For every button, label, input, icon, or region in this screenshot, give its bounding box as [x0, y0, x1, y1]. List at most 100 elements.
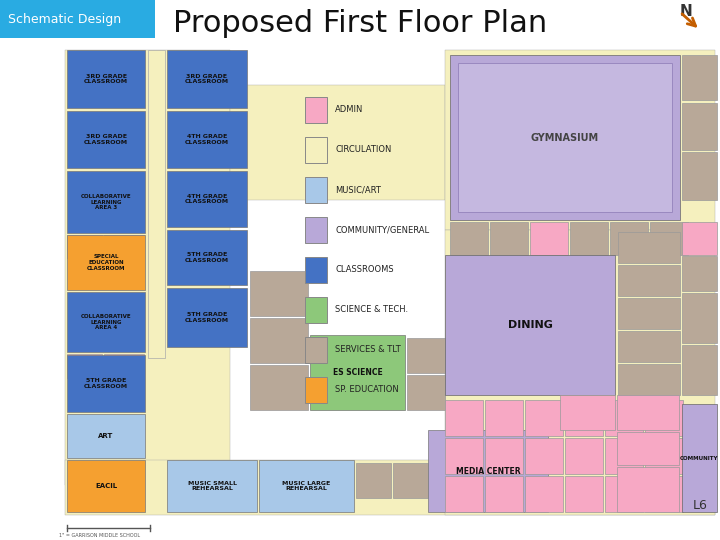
Bar	[530, 222, 568, 255]
Bar	[259, 460, 354, 512]
Bar	[250, 271, 308, 316]
Bar	[310, 335, 405, 410]
Bar	[167, 230, 247, 285]
Bar	[525, 476, 563, 512]
Bar	[305, 377, 327, 403]
Bar	[230, 85, 445, 200]
Bar	[645, 400, 683, 436]
Bar	[565, 476, 603, 512]
Text: MUSIC/ART: MUSIC/ART	[335, 186, 381, 194]
Text: 3RD GRADE
CLASSROOM: 3RD GRADE CLASSROOM	[84, 134, 128, 145]
Bar	[605, 438, 643, 474]
Bar	[148, 50, 165, 358]
Bar	[445, 476, 483, 512]
Bar	[0, 0, 155, 38]
Bar	[485, 438, 523, 474]
Bar	[104, 354, 144, 378]
Bar	[67, 50, 145, 108]
Text: SPECIAL
EDUCATION
CLASSROOM: SPECIAL EDUCATION CLASSROOM	[86, 254, 125, 271]
Text: COMMUNITY/GENERAL: COMMUNITY/GENERAL	[335, 226, 429, 234]
Bar	[450, 55, 680, 220]
Text: DINING: DINING	[508, 320, 552, 330]
Text: MUSIC SMALL
REHEARSAL: MUSIC SMALL REHEARSAL	[187, 481, 236, 491]
Bar	[565, 438, 603, 474]
Bar	[305, 297, 327, 323]
Bar	[618, 331, 680, 362]
Bar	[682, 256, 717, 291]
Text: ES SCIENCE: ES SCIENCE	[333, 368, 382, 377]
Bar	[617, 432, 679, 465]
Text: ADMIN: ADMIN	[335, 105, 364, 114]
Text: 3RD GRADE
CLASSROOM: 3RD GRADE CLASSROOM	[84, 73, 128, 84]
Bar	[682, 152, 717, 200]
Bar	[167, 50, 247, 108]
Text: 1" = GARRISON MIDDLE SCHOOL: 1" = GARRISON MIDDLE SCHOOL	[60, 533, 140, 538]
Text: 5TH GRADE
CLASSROOM: 5TH GRADE CLASSROOM	[185, 252, 229, 263]
Bar	[617, 467, 679, 512]
Text: 5TH GRADE
CLASSROOM: 5TH GRADE CLASSROOM	[185, 312, 229, 323]
Bar	[250, 318, 308, 363]
Text: COMMUNITY: COMMUNITY	[680, 456, 719, 461]
Text: COLLABORATIVE
LEARNING
AREA 4: COLLABORATIVE LEARNING AREA 4	[81, 314, 131, 330]
Bar	[167, 288, 247, 347]
Bar	[618, 298, 680, 329]
Text: CLASSROOMS: CLASSROOMS	[335, 266, 394, 274]
Bar	[250, 365, 308, 410]
Text: SERVICES & TLT: SERVICES & TLT	[335, 346, 401, 354]
Bar	[682, 345, 717, 395]
Bar	[682, 103, 717, 150]
Bar	[605, 400, 643, 436]
Bar	[445, 438, 483, 474]
Bar	[65, 460, 715, 515]
Text: GYMNASIUM: GYMNASIUM	[531, 133, 599, 143]
Bar	[485, 476, 523, 512]
Text: Proposed First Floor Plan: Proposed First Floor Plan	[173, 10, 547, 38]
Text: MUSIC LARGE
REHEARSAL: MUSIC LARGE REHEARSAL	[282, 481, 330, 491]
Bar	[525, 438, 563, 474]
Text: Schematic Design: Schematic Design	[8, 12, 121, 25]
Bar	[67, 460, 145, 512]
Bar	[393, 463, 428, 498]
Bar	[618, 232, 680, 263]
Bar	[560, 395, 615, 430]
Text: 4TH GRADE
CLASSROOM: 4TH GRADE CLASSROOM	[185, 194, 229, 204]
Bar	[67, 292, 145, 352]
Text: ART: ART	[99, 433, 114, 439]
Bar	[618, 265, 680, 296]
Text: N: N	[680, 4, 693, 19]
Bar	[67, 235, 102, 258]
Bar	[682, 293, 717, 343]
Text: L6: L6	[693, 499, 708, 512]
Bar	[490, 222, 528, 255]
Bar	[450, 222, 488, 255]
Text: COLLABORATIVE
LEARNING
AREA 3: COLLABORATIVE LEARNING AREA 3	[81, 194, 131, 210]
Bar	[67, 354, 102, 378]
Bar	[167, 171, 247, 227]
Bar	[428, 430, 548, 512]
Bar	[445, 400, 483, 436]
Bar	[610, 222, 648, 255]
Bar	[356, 463, 391, 498]
Bar	[167, 460, 257, 512]
Text: GYMNASIUM: GYMNASIUM	[521, 131, 608, 144]
Bar	[67, 414, 145, 458]
Bar	[445, 255, 615, 395]
Text: 5TH GRADE
CLASSROOM: 5TH GRADE CLASSROOM	[84, 378, 128, 389]
Text: EACIL: EACIL	[95, 483, 117, 489]
Bar	[167, 111, 247, 168]
Bar	[407, 338, 445, 373]
Bar	[104, 235, 144, 258]
Text: 4TH GRADE
CLASSROOM: 4TH GRADE CLASSROOM	[185, 134, 229, 145]
Bar	[305, 137, 327, 163]
Bar	[645, 476, 683, 512]
Bar	[305, 97, 327, 123]
Bar	[525, 400, 563, 436]
Bar	[682, 404, 717, 512]
Bar	[645, 438, 683, 474]
Bar	[305, 337, 327, 363]
Bar	[445, 50, 715, 230]
Bar	[445, 230, 715, 515]
Bar	[485, 400, 523, 436]
Bar	[650, 222, 688, 255]
Bar	[407, 375, 445, 410]
